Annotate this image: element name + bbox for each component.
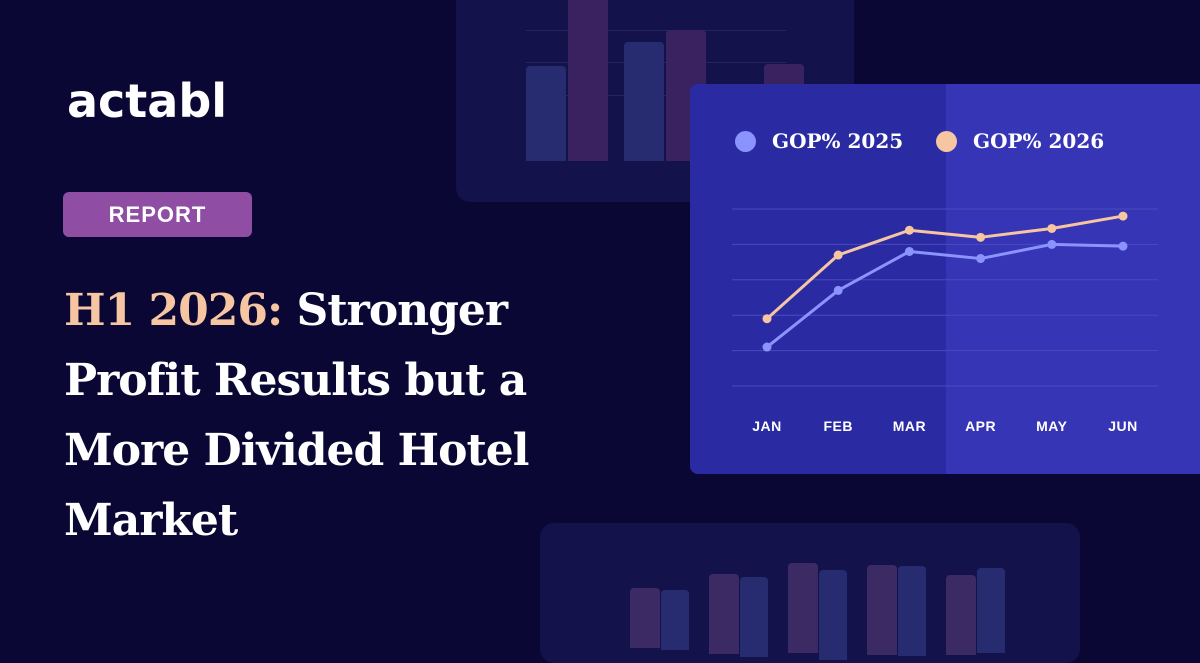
background-bar xyxy=(946,575,976,655)
x-tick-label: JUN xyxy=(1108,418,1138,434)
x-tick-label: FEB xyxy=(823,418,853,434)
legend-dot-2026 xyxy=(936,130,957,152)
legend-label-2025: GOP% 2025 xyxy=(772,129,904,153)
line-chart: JAN FEB MAR APR MAY JUN xyxy=(732,208,1158,434)
x-tick-label: JAN xyxy=(752,418,782,434)
background-bar xyxy=(788,563,818,653)
background-bar xyxy=(624,42,664,161)
background-bar xyxy=(898,566,926,656)
series-line-0 xyxy=(766,242,1124,349)
x-tick-label: MAY xyxy=(1036,418,1067,434)
background-bar xyxy=(568,0,608,161)
data-point xyxy=(833,250,843,260)
background-bar xyxy=(740,577,768,657)
x-tick-label: MAR xyxy=(893,418,926,434)
data-point xyxy=(904,225,914,235)
x-tick-label: APR xyxy=(965,418,996,434)
data-point xyxy=(762,342,772,352)
background-chart-panel-bottom xyxy=(540,523,1080,663)
page-title: H1 2026: Stronger Profit Results but a M… xyxy=(64,276,584,556)
legend-label-2026: GOP% 2026 xyxy=(973,129,1105,153)
data-point xyxy=(1047,223,1057,233)
legend-item-2025: GOP% 2025 xyxy=(735,129,903,153)
background-bar xyxy=(867,565,897,655)
background-gridline xyxy=(526,30,786,31)
background-bar xyxy=(630,588,660,648)
series-line-1 xyxy=(765,214,1124,320)
data-point xyxy=(904,246,914,256)
background-bar xyxy=(661,590,689,650)
data-point xyxy=(1047,239,1057,249)
background-bar xyxy=(526,66,566,161)
legend-dot-2025 xyxy=(735,130,756,152)
legend-item-2026: GOP% 2026 xyxy=(936,129,1104,153)
chart-shade xyxy=(946,84,1200,474)
brand-logo: actabl xyxy=(67,74,228,128)
background-bar xyxy=(819,570,847,660)
title-accent: H1 2026: xyxy=(64,285,283,336)
data-point xyxy=(833,285,843,295)
chart-card: GOP% 2025 GOP% 2026 JAN FEB MAR APR MAY JUN xyxy=(690,84,1200,474)
data-point xyxy=(1118,241,1128,251)
data-point xyxy=(762,314,772,324)
report-badge: REPORT xyxy=(63,192,252,237)
background-bar xyxy=(977,568,1005,653)
data-point xyxy=(976,254,986,264)
title-rest: Stronger Profit Results but a More Divid… xyxy=(64,285,529,546)
data-point xyxy=(976,232,986,242)
background-bar xyxy=(709,574,739,654)
data-point xyxy=(1118,211,1128,221)
